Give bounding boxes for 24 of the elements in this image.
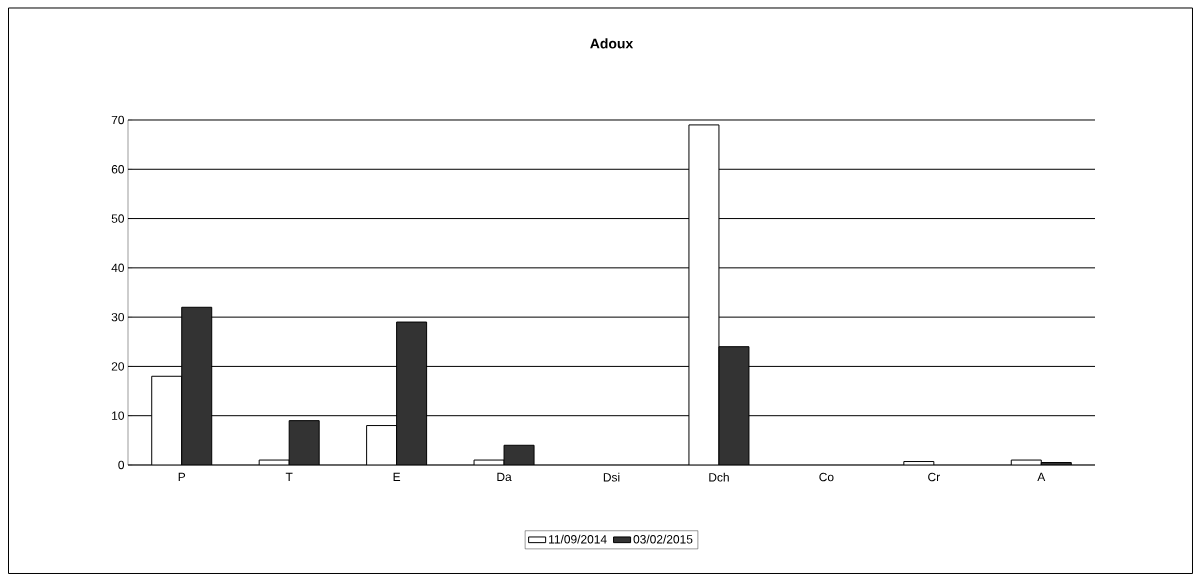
x-tick-label: E — [393, 472, 401, 481]
x-tick-label: Co — [819, 472, 834, 482]
y-tick-label: 30 — [111, 312, 125, 322]
y-tick-label: 40 — [111, 263, 125, 273]
x-tick-label: T — [285, 472, 293, 481]
y-tick-label: 60 — [111, 165, 125, 174]
legend-label: 03/02/2015 — [633, 534, 693, 544]
bar — [718, 346, 750, 465]
chart-title: Adoux — [590, 38, 634, 49]
bar — [288, 420, 320, 465]
bar — [396, 321, 428, 465]
x-tick-label: Dsi — [603, 472, 620, 482]
y-tick-label: 70 — [111, 115, 125, 125]
x-tick-label: P — [178, 472, 186, 481]
y-tick-label: 20 — [111, 362, 125, 371]
y-tick-label: 10 — [112, 411, 125, 420]
x-tick-label: Cr — [928, 472, 940, 482]
legend-label: 11/09/2014 — [549, 534, 607, 544]
bar — [181, 306, 213, 465]
y-tick-label: 0 — [118, 460, 125, 470]
x-tick-label: Dch — [709, 472, 729, 482]
x-tick-label: A — [1037, 472, 1046, 481]
x-tick-label: Da — [497, 472, 512, 482]
y-tick-label: 50 — [111, 214, 125, 223]
